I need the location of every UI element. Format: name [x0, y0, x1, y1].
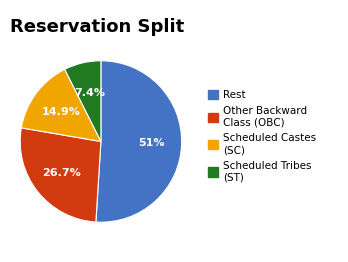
Legend: Rest, Other Backward
Class (OBC), Scheduled Castes
(SC), Scheduled Tribes
(ST): Rest, Other Backward Class (OBC), Schedu…: [204, 86, 321, 187]
Text: 51%: 51%: [138, 138, 164, 148]
Wedge shape: [96, 61, 182, 222]
Text: 14.9%: 14.9%: [41, 107, 80, 117]
Text: 26.7%: 26.7%: [42, 167, 81, 178]
Text: 7.4%: 7.4%: [74, 88, 105, 98]
Wedge shape: [65, 61, 101, 141]
Wedge shape: [21, 69, 101, 141]
Wedge shape: [20, 128, 101, 222]
Text: Reservation Split: Reservation Split: [10, 18, 185, 36]
